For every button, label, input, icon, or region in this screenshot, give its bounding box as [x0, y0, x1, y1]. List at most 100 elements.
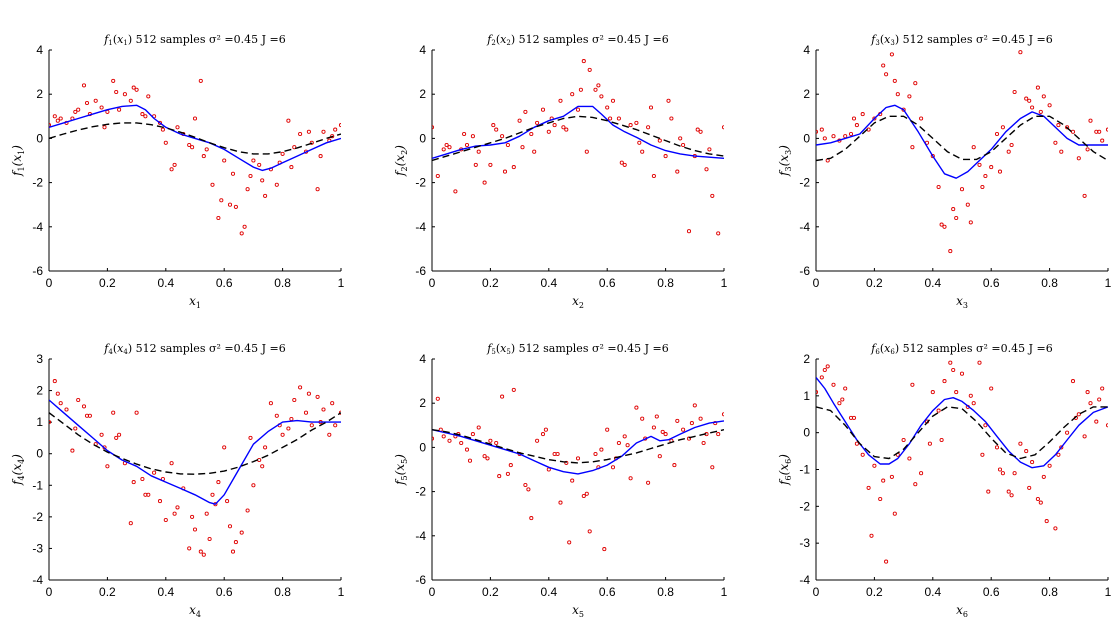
estimate-curve — [432, 105, 724, 159]
plot-area — [49, 379, 341, 557]
y-tick-label: -6 — [799, 264, 810, 278]
y-axis-label: f6(x6) — [777, 454, 793, 486]
sample-point — [520, 145, 525, 150]
sample-point — [122, 92, 127, 97]
y-tick-label: -6 — [415, 264, 426, 278]
y-tick-label: -2 — [415, 176, 426, 190]
sample-point — [204, 147, 209, 152]
sample-point — [274, 182, 279, 187]
panel-title: f5(x5) 512 samples σ² =0.45 J =6 — [486, 342, 668, 356]
y-tick-label: 0 — [36, 447, 43, 461]
sample-point — [143, 492, 148, 497]
sample-point — [73, 426, 78, 431]
sample-point — [704, 167, 709, 172]
sample-point — [268, 401, 273, 406]
sample-point — [540, 107, 546, 112]
sample-point — [286, 426, 291, 431]
sample-point — [505, 471, 510, 476]
plot-area — [432, 59, 724, 236]
plot-area — [816, 50, 1108, 254]
sample-point — [575, 107, 581, 112]
sample-point — [848, 131, 854, 137]
sample-point — [1024, 96, 1029, 101]
sample-point — [55, 391, 60, 396]
sample-point — [338, 410, 341, 415]
x-axis-label: x4 — [189, 603, 201, 619]
sample-point — [306, 391, 311, 396]
sample-point — [980, 452, 985, 457]
y-tick-label: 2 — [36, 384, 43, 398]
sample-point — [1056, 123, 1061, 128]
sample-point — [1018, 50, 1023, 55]
sample-point — [1041, 94, 1046, 99]
sample-point — [663, 154, 668, 159]
sample-point — [338, 123, 341, 128]
sample-point — [207, 536, 212, 542]
sample-point — [564, 460, 569, 465]
sample-point — [892, 511, 897, 516]
sample-point — [251, 483, 256, 488]
sample-point — [1030, 460, 1035, 465]
sample-point — [628, 123, 633, 128]
sample-point — [651, 425, 656, 430]
sample-point — [502, 169, 508, 174]
sample-point — [1030, 105, 1035, 110]
sample-point — [648, 105, 654, 110]
sample-point — [546, 467, 551, 472]
x-tick-label: 1 — [338, 276, 345, 290]
sample-point — [280, 151, 285, 156]
sample-point — [584, 491, 589, 496]
sample-point — [298, 131, 303, 137]
x-tick-label: 0.8 — [274, 585, 291, 599]
sample-point — [610, 98, 616, 103]
sample-point — [634, 120, 639, 125]
y-tick-label: -2 — [799, 176, 810, 190]
sample-point — [657, 454, 662, 459]
sample-point — [198, 78, 203, 83]
sample-point — [660, 429, 665, 434]
sample-point — [1088, 118, 1093, 123]
y-tick-label: -4 — [799, 573, 810, 587]
sample-point — [491, 123, 496, 128]
sample-point — [901, 437, 906, 443]
sample-point — [105, 109, 110, 114]
sample-point — [464, 142, 470, 148]
sample-point — [289, 416, 294, 422]
sample-point — [692, 403, 697, 408]
sample-point — [546, 129, 551, 134]
sample-point — [1094, 419, 1099, 424]
y-tick-label: 0 — [803, 131, 810, 145]
sample-point — [555, 451, 560, 457]
sample-point — [930, 154, 935, 159]
sample-point — [646, 480, 651, 485]
sample-point — [959, 187, 965, 192]
sample-point — [526, 487, 531, 492]
subplot-3: 0 0.2 0.4 0.6 0.8 1 -6 -4 -2 0 2 4 f3(x3) 512 sample… — [777, 33, 1112, 310]
sample-point — [245, 508, 250, 513]
sample-point — [157, 120, 163, 125]
sample-point — [58, 116, 63, 121]
sample-point — [657, 138, 662, 143]
sample-point — [651, 173, 656, 179]
sample-point — [157, 499, 163, 504]
sample-point — [599, 447, 604, 452]
sample-point — [989, 165, 994, 170]
subplot-4: 0 0.2 0.4 0.6 0.8 1 -4 -3 -2 -1 0 1 2 3 f4(x4) 512 sam… — [10, 342, 345, 619]
sample-point — [654, 414, 659, 419]
sample-point — [192, 527, 198, 532]
x-axis-label: x3 — [956, 294, 968, 310]
sample-point — [230, 549, 236, 554]
x-tick-label: 0.2 — [866, 276, 883, 290]
sample-point — [190, 145, 195, 150]
x-tick-label: 0.4 — [924, 276, 941, 290]
sample-point — [816, 129, 819, 134]
sample-point — [482, 454, 487, 459]
sample-point — [227, 524, 233, 529]
sample-point — [172, 162, 177, 167]
sample-point — [523, 482, 528, 488]
sample-point — [816, 390, 819, 395]
sample-point — [233, 540, 238, 545]
sample-point — [233, 204, 238, 209]
sample-point — [169, 167, 174, 172]
sample-point — [333, 423, 338, 428]
